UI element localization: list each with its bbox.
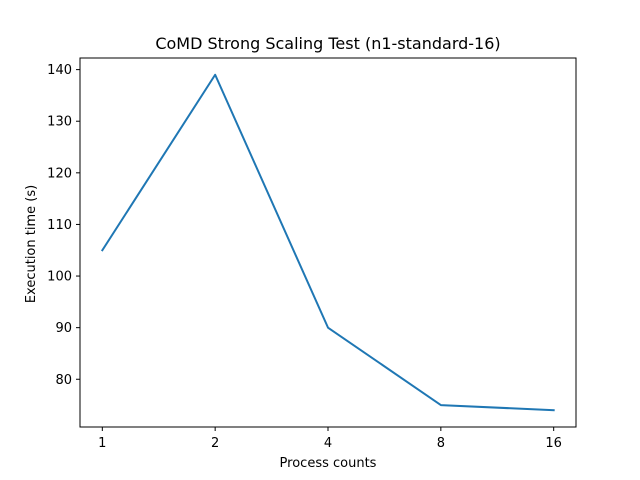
- y-tick-label: 130: [47, 115, 72, 130]
- x-tick-label: 4: [324, 436, 332, 451]
- x-tick-label: 8: [437, 436, 445, 451]
- y-axis-label: Execution time (s): [24, 185, 39, 303]
- y-tick-label: 140: [47, 63, 72, 78]
- y-tick-label: 110: [47, 218, 72, 233]
- y-tick-label: 120: [47, 166, 72, 181]
- x-tick-label: 1: [98, 436, 106, 451]
- chart-title: CoMD Strong Scaling Test (n1-standard-16…: [155, 34, 500, 53]
- y-tick-label: 100: [47, 270, 72, 285]
- x-axis: 1 2 4 8 16: [98, 427, 562, 451]
- x-tick-label: 16: [545, 436, 562, 451]
- series-line-0: [100, 73, 555, 412]
- y-tick-label: 90: [55, 321, 72, 336]
- y-tick-label: 80: [55, 373, 72, 388]
- y-axis: 80 90 100 110 120 130 140: [47, 63, 80, 388]
- x-tick-label: 2: [211, 436, 219, 451]
- x-axis-label: Process counts: [280, 456, 377, 471]
